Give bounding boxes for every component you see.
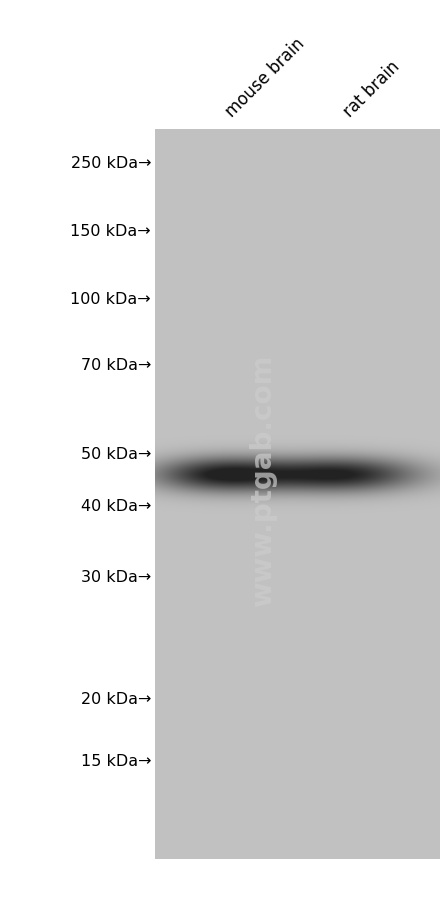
Text: 20 kDa→: 20 kDa→	[81, 692, 151, 706]
Text: 50 kDa→: 50 kDa→	[81, 447, 151, 462]
Text: mouse brain: mouse brain	[222, 35, 308, 121]
Text: 70 kDa→: 70 kDa→	[81, 358, 151, 373]
Text: rat brain: rat brain	[340, 58, 403, 121]
Text: 30 kDa→: 30 kDa→	[81, 570, 151, 584]
Text: www.ptgab.com: www.ptgab.com	[249, 354, 277, 606]
Text: 100 kDa→: 100 kDa→	[70, 292, 151, 308]
Text: 150 kDa→: 150 kDa→	[70, 225, 151, 239]
Text: 40 kDa→: 40 kDa→	[81, 499, 151, 514]
Text: 15 kDa→: 15 kDa→	[81, 754, 151, 769]
Text: 250 kDa→: 250 kDa→	[70, 155, 151, 170]
